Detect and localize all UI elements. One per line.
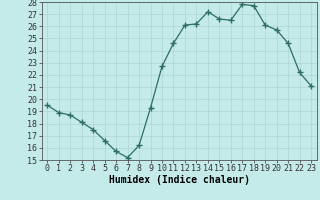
X-axis label: Humidex (Indice chaleur): Humidex (Indice chaleur) [109, 175, 250, 185]
